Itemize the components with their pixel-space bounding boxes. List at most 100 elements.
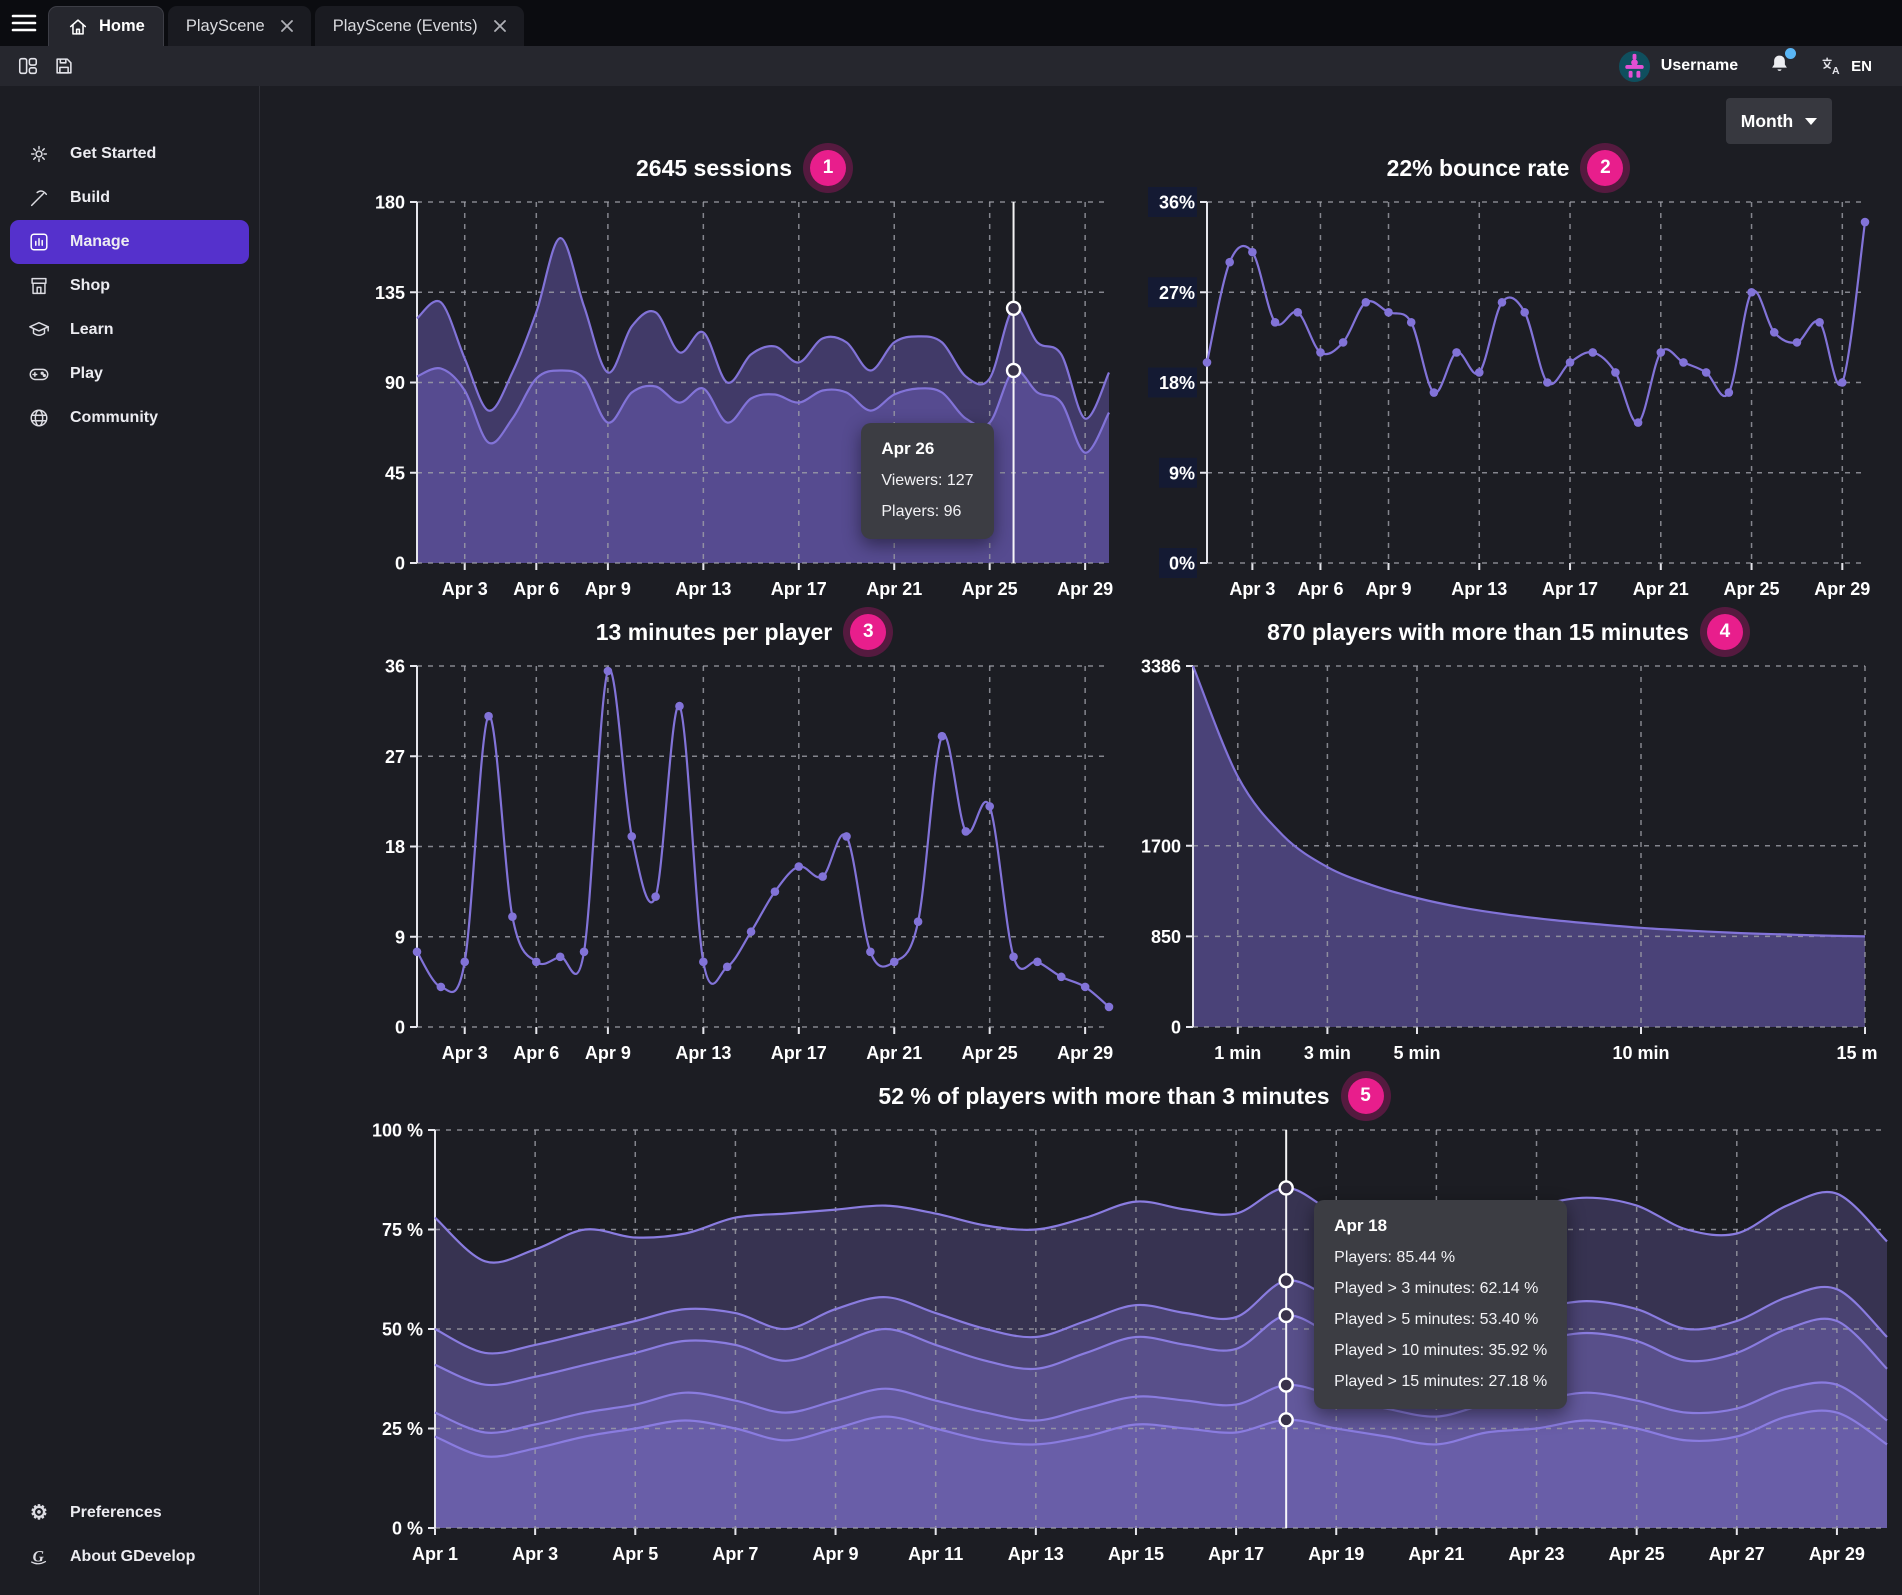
analytics-icon <box>27 231 51 253</box>
gdevelop-logo-icon: G <box>27 1546 51 1568</box>
bell-icon <box>1772 55 1788 71</box>
svg-text:100 %: 100 % <box>372 1121 423 1141</box>
sidebar-item-label: Community <box>70 409 158 426</box>
translate-icon: A <box>1822 56 1840 76</box>
chart-title: 2645 sessions <box>635 154 792 181</box>
step-badge-1[interactable]: 1 <box>810 150 846 186</box>
svg-text:3 min: 3 min <box>1304 1043 1351 1063</box>
svg-text:A: A <box>1832 64 1840 76</box>
svg-text:Apr 17: Apr 17 <box>771 579 827 599</box>
tab-bar: Home PlayScene PlayScene (Events) <box>0 0 1902 46</box>
language-selector[interactable]: A EN <box>1821 56 1872 77</box>
notifications-button[interactable] <box>1768 47 1797 81</box>
svg-text:Apr 27: Apr 27 <box>1709 1544 1765 1564</box>
close-tab-button[interactable] <box>280 20 293 32</box>
svg-text:Apr 25: Apr 25 <box>1609 1544 1665 1564</box>
tooltip-line: Players: 96 <box>881 503 962 520</box>
chart-tooltip: Apr 18 Players: 85.44 % Played > 3 minutes… <box>1314 1200 1568 1409</box>
svg-text:Apr 9: Apr 9 <box>585 579 631 599</box>
pickaxe-icon <box>27 187 51 209</box>
sidebar-item-label: Shop <box>70 277 110 294</box>
sidebar-item-manage[interactable]: Manage <box>10 220 249 264</box>
play-duration-chart: 870 players with more than 15 minutes 4 … <box>1133 614 1894 1080</box>
sidebar-item-label: Manage <box>70 233 130 250</box>
step-badge-3[interactable]: 3 <box>850 614 887 650</box>
chart-canvas: Apr 3 Apr 6 Apr 9 Apr 13 Apr 17 Apr 21 Apr 25 A… <box>375 193 1113 600</box>
svg-text:135: 135 <box>375 283 405 303</box>
sidebar-item-label: Preferences <box>70 1504 162 1521</box>
svg-text:3386: 3386 <box>1141 657 1181 677</box>
save-button[interactable] <box>46 49 82 83</box>
svg-text:180: 180 <box>375 193 405 213</box>
main-menu-button[interactable] <box>0 0 48 46</box>
tooltip-line: Played > 5 minutes: 53.40 % <box>1334 1311 1539 1328</box>
svg-text:Apr 3: Apr 3 <box>1229 579 1275 599</box>
svg-text:0: 0 <box>395 554 405 574</box>
svg-text:Apr 15: Apr 15 <box>1108 1544 1164 1564</box>
toolbar-right: Username A EN <box>1618 47 1892 83</box>
sidebar-item-community[interactable]: Community <box>0 396 259 440</box>
toggle-panels-button[interactable] <box>10 49 46 83</box>
period-selector-value: Month <box>1740 110 1794 131</box>
svg-text:18%: 18% <box>1159 373 1195 393</box>
chart-title: 52 % of players with more than 3 minutes <box>878 1082 1330 1109</box>
tab-label: Home <box>99 17 145 35</box>
tab-home[interactable]: Home <box>48 6 164 46</box>
svg-text:36: 36 <box>385 657 405 677</box>
close-icon <box>280 20 293 32</box>
svg-text:10 min: 10 min <box>1612 1043 1669 1063</box>
svg-text:Apr 29: Apr 29 <box>1057 1043 1113 1063</box>
svg-text:Apr 7: Apr 7 <box>712 1544 758 1564</box>
step-badge-4[interactable]: 4 <box>1706 614 1743 650</box>
sidebar-item-about-gdevelop[interactable]: G About GDevelop <box>0 1535 259 1579</box>
chart-canvas: Apr 3 Apr 6 Apr 9 Apr 13 Apr 17 Apr 21 Apr 25 A… <box>385 657 1114 1063</box>
svg-text:27: 27 <box>385 747 405 767</box>
svg-text:Apr 13: Apr 13 <box>1008 1544 1064 1564</box>
svg-text:Apr 17: Apr 17 <box>1208 1544 1264 1564</box>
svg-text:Apr 29: Apr 29 <box>1814 579 1870 599</box>
sidebar-item-label: Build <box>70 189 110 206</box>
tooltip-line: Viewers: 127 <box>881 472 974 489</box>
step-badge-5[interactable]: 5 <box>1347 1078 1384 1114</box>
player-retention-chart: 52 % of players with more than 3 minutes… <box>361 1078 1901 1589</box>
tooltip-title: Apr 26 <box>881 439 935 458</box>
close-tab-button[interactable] <box>493 20 506 32</box>
gear-icon: ⚙ <box>30 1502 48 1524</box>
hamburger-icon <box>11 14 37 32</box>
step-badge-2[interactable]: 2 <box>1587 150 1624 186</box>
svg-text:0%: 0% <box>1169 554 1195 574</box>
sidebar-item-get-started[interactable]: Get Started <box>0 132 259 176</box>
gamepad-icon <box>27 363 51 385</box>
language-label: EN <box>1851 57 1872 75</box>
sidebar-item-label: Learn <box>70 321 114 338</box>
toolbar: Username A EN <box>0 46 1902 86</box>
svg-text:Apr 17: Apr 17 <box>771 1043 827 1063</box>
sidebar-item-play[interactable]: Play <box>0 352 259 396</box>
sidebar-item-preferences[interactable]: ⚙ Preferences <box>0 1491 259 1535</box>
tab-label: PlayScene <box>185 16 265 35</box>
sidebar-item-label: Get Started <box>70 145 157 162</box>
svg-text:15 min: 15 min <box>1836 1043 1877 1063</box>
sidebar-item-label: Play <box>70 365 103 382</box>
tooltip-line: Played > 3 minutes: 62.14 % <box>1334 1280 1539 1297</box>
tab-label: PlayScene (Events) <box>332 16 478 35</box>
sidebar-item-shop[interactable]: Shop <box>0 264 259 308</box>
svg-text:45: 45 <box>385 463 405 483</box>
svg-text:1 min: 1 min <box>1214 1043 1261 1063</box>
close-icon <box>493 20 506 32</box>
tab-playscene[interactable]: PlayScene <box>167 6 311 46</box>
svg-text:25 %: 25 % <box>382 1419 423 1439</box>
svg-text:Apr 6: Apr 6 <box>513 579 559 599</box>
svg-text:Apr 11: Apr 11 <box>908 1544 963 1564</box>
user-account-button[interactable]: Username <box>1618 50 1738 83</box>
notification-badge <box>1785 47 1797 59</box>
sidebar-item-build[interactable]: Build <box>0 176 259 220</box>
tooltip-line: Players: 85.44 % <box>1334 1249 1456 1266</box>
sidebar-item-learn[interactable]: Learn <box>0 308 259 352</box>
svg-text:0: 0 <box>1171 1018 1181 1038</box>
avatar <box>1618 50 1650 82</box>
tab-playscene-events[interactable]: PlayScene (Events) <box>314 6 524 46</box>
svg-text:Apr 3: Apr 3 <box>512 1544 558 1564</box>
period-selector-dropdown[interactable]: Month <box>1726 98 1832 144</box>
